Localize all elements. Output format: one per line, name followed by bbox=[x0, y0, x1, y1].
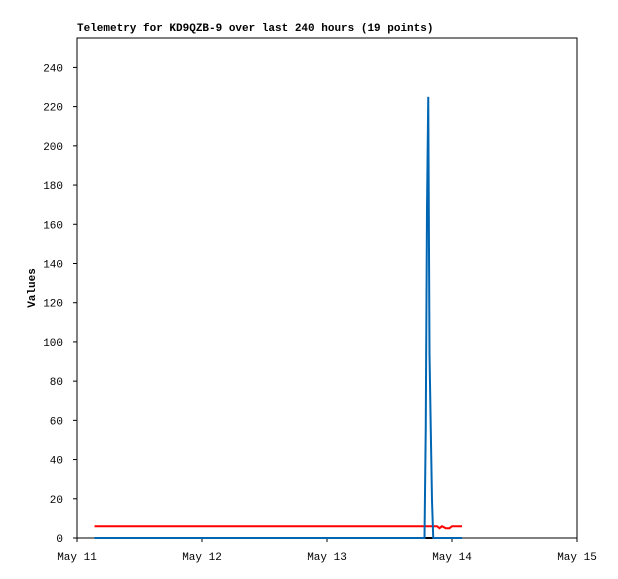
series-line bbox=[94, 525, 462, 530]
y-tick-label: 140 bbox=[43, 259, 63, 271]
y-tick-label: 0 bbox=[56, 534, 63, 546]
y-tick-label: 40 bbox=[50, 456, 63, 468]
y-tick-label: 200 bbox=[43, 142, 63, 154]
series-line bbox=[94, 96, 462, 539]
y-tick-label: 180 bbox=[43, 181, 63, 193]
y-tick-label: 100 bbox=[43, 338, 63, 350]
x-tick-label: May 14 bbox=[432, 552, 472, 564]
y-axis-label: Values bbox=[27, 268, 39, 308]
plot-frame bbox=[76, 37, 578, 539]
y-tick-label: 20 bbox=[50, 495, 63, 507]
y-tick-label: 160 bbox=[43, 220, 63, 232]
y-tick-label: 60 bbox=[50, 416, 63, 428]
x-tick-label: May 12 bbox=[182, 552, 222, 564]
x-tick-label: May 15 bbox=[557, 552, 597, 564]
y-tick-label: 240 bbox=[43, 63, 63, 75]
x-tick-label: May 11 bbox=[57, 552, 97, 564]
chart-title: Telemetry for KD9QZB-9 over last 240 hou… bbox=[77, 23, 433, 35]
y-tick-label: 220 bbox=[43, 103, 63, 115]
y-tick-label: 120 bbox=[43, 299, 63, 311]
x-tick-label: May 13 bbox=[307, 552, 347, 564]
y-tick-label: 80 bbox=[50, 377, 63, 389]
